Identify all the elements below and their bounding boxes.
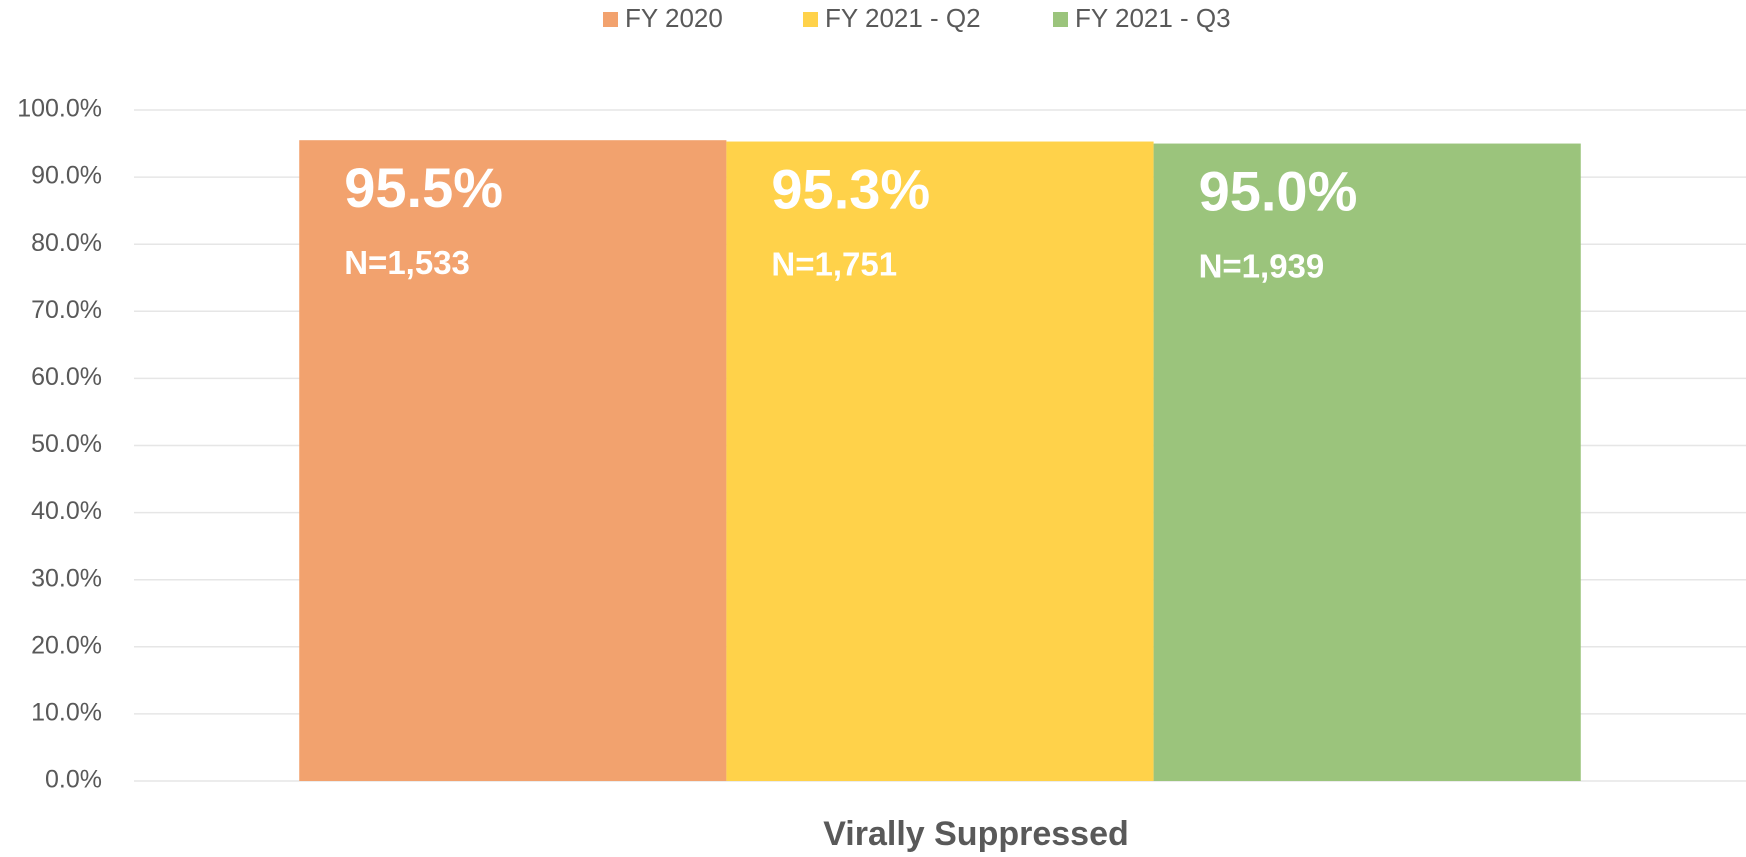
legend-swatch — [1053, 12, 1068, 27]
annotation: N=1,533 — [344, 244, 470, 281]
annotation: N=1,751 — [771, 245, 897, 282]
y-tick-label: 100.0% — [17, 95, 102, 123]
y-tick-label: 70.0% — [31, 296, 102, 324]
legend-swatch — [603, 12, 618, 27]
bar — [1153, 143, 1581, 782]
y-tick-label: 10.0% — [31, 699, 102, 727]
y-tick-label: 80.0% — [31, 229, 102, 257]
legend-label: FY 2020 — [625, 3, 723, 33]
y-tick-label: 60.0% — [31, 363, 102, 391]
y-tick-label: 40.0% — [31, 497, 102, 525]
legend-label: FY 2021 - Q3 — [1075, 3, 1231, 33]
data-label: 95.3% — [771, 157, 930, 220]
data-label: 95.0% — [1199, 159, 1358, 222]
chart-title: Virally Suppressed — [823, 815, 1129, 853]
y-tick-label: 20.0% — [31, 631, 102, 659]
annotation: N=1,939 — [1199, 247, 1325, 284]
y-tick-label: 0.0% — [45, 766, 102, 794]
data-label: 95.5% — [344, 156, 503, 219]
legend-label: FY 2021 - Q2 — [825, 3, 981, 33]
y-tick-label: 50.0% — [31, 430, 102, 458]
legend-swatch — [803, 12, 818, 27]
bar — [299, 140, 727, 781]
bar — [726, 141, 1154, 782]
y-tick-label: 90.0% — [31, 162, 102, 190]
y-tick-label: 30.0% — [31, 564, 102, 592]
